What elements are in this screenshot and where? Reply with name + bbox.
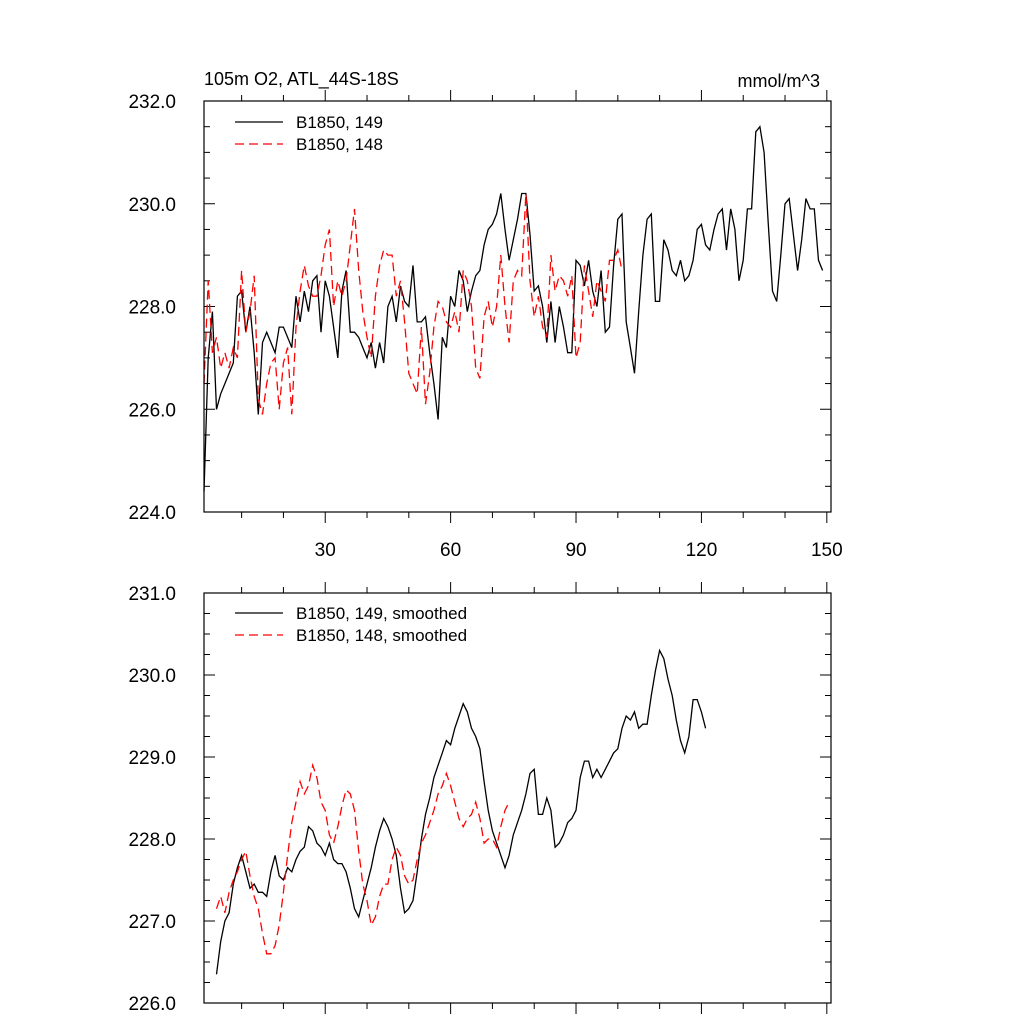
x-tick-label: 60 — [440, 540, 461, 561]
series-line-b1850-149-smoothed — [215, 648, 707, 975]
y-tick-label: 230.0 — [128, 666, 176, 687]
y-tick-label: 231.0 — [128, 584, 176, 605]
legend-label-b1850-149: B1850, 149 — [296, 113, 383, 132]
x-tick-label: 90 — [565, 540, 586, 561]
y-tick-label: 226.0 — [128, 400, 176, 421]
y-tick-label: 232.0 — [128, 92, 176, 113]
top-plot-frame — [203, 100, 832, 513]
x-tick-label: 120 — [686, 540, 718, 561]
top-axis-ticks: 224.0 226.0 228.0 230.0 232.0 30 60 90 120 150 — [128, 90, 843, 561]
legend-label-b1850-148: B1850, 148 — [296, 135, 383, 154]
x-tick-label: 150 — [811, 540, 843, 561]
series-line-b1850-148-smoothed — [215, 762, 510, 955]
legend-label-b1850-149-smoothed: B1850, 149, smoothed — [296, 604, 467, 623]
chart-title: 105m O2, ATL_44S-18S — [204, 69, 399, 90]
bottom-plot-frame — [203, 592, 832, 1004]
y-tick-label: 229.0 — [128, 748, 176, 769]
y-tick-label: 228.0 — [128, 830, 176, 851]
series-line-b1850-148 — [203, 193, 623, 415]
bottom-chart-panel: 226.0 227.0 228.0 229.0 230.0 231.0 B1850, 14… — [128, 582, 832, 1015]
top-series-lines — [203, 125, 824, 492]
bottom-series-lines — [215, 648, 707, 975]
top-legend: B1850, 149 B1850, 148 — [235, 113, 383, 154]
y-tick-label: 226.0 — [128, 994, 176, 1015]
y-tick-label: 230.0 — [128, 195, 176, 216]
bottom-axis-ticks: 226.0 227.0 228.0 229.0 230.0 231.0 — [128, 582, 831, 1015]
legend-label-b1850-148-smoothed: B1850, 148, smoothed — [296, 626, 467, 645]
bottom-legend: B1850, 149, smoothed B1850, 148, smoothe… — [235, 604, 467, 645]
y-tick-label: 224.0 — [128, 503, 176, 524]
y-tick-label: 227.0 — [128, 912, 176, 933]
x-tick-label: 30 — [315, 540, 336, 561]
series-line-b1850-149 — [203, 125, 824, 492]
y-tick-label: 228.0 — [128, 298, 176, 319]
units-label: mmol/m^3 — [738, 71, 820, 91]
top-chart-panel: 105m O2, ATL_44S-18S mmol/m^3 224.0 226.0… — [128, 69, 842, 561]
